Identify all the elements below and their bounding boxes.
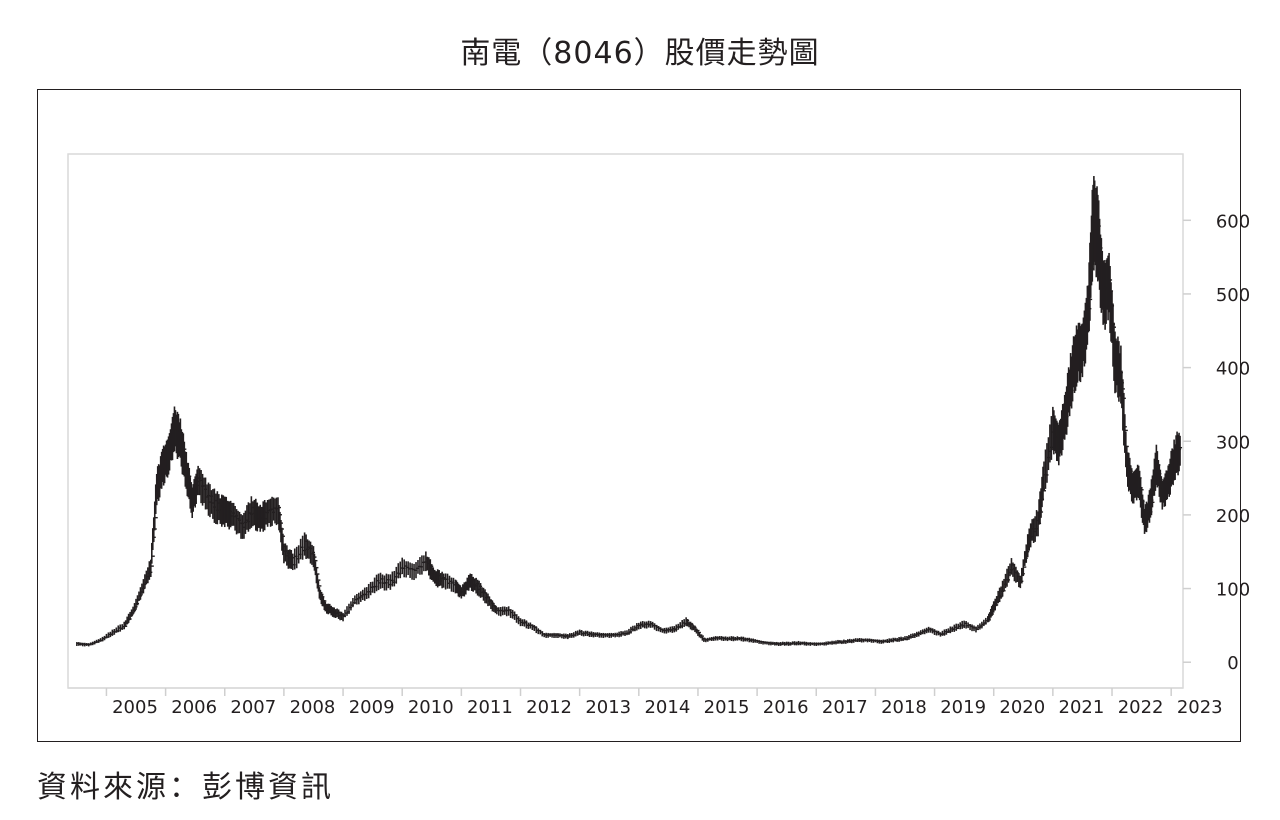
chart-frame (37, 89, 1241, 742)
x-tick-label: 2009 (349, 697, 395, 718)
y-tick-label: 100 (1216, 580, 1250, 601)
x-tick-label: 2016 (763, 697, 809, 718)
plot-area-border (67, 153, 1184, 689)
source-note: 資料來源：彭博資訊 (37, 770, 334, 805)
x-tick-label: 2022 (1118, 697, 1164, 718)
x-tick-label: 2023 (1177, 697, 1223, 718)
x-tick-label: 2019 (940, 697, 986, 718)
y-tick-label: 0 (1227, 653, 1238, 674)
x-tick-label: 2013 (585, 697, 631, 718)
chart-title: 南電（8046）股價走勢圖 (460, 36, 820, 71)
x-tick-label: 2005 (112, 697, 158, 718)
y-axis: 0 100 200 300 400 500 600 (1183, 211, 1250, 674)
y-tick-label: 400 (1216, 359, 1250, 380)
x-tick-label: 2021 (1059, 697, 1105, 718)
y-tick-label: 600 (1216, 211, 1250, 232)
x-tick-label: 2010 (408, 697, 454, 718)
y-tick-label: 500 (1216, 285, 1250, 306)
x-axis: 2005 2006 2007 2008 2009 2010 2011 2012 2013 2014… (105, 688, 1223, 718)
x-tick-label: 2015 (704, 697, 750, 718)
price-series (76, 176, 1183, 647)
x-tick-label: 2012 (526, 697, 572, 718)
y-tick-label: 300 (1216, 432, 1250, 453)
x-tick-label: 2006 (171, 697, 217, 718)
x-tick-label: 2014 (644, 697, 690, 718)
x-tick-label: 2008 (290, 697, 336, 718)
x-tick-label: 2018 (881, 697, 927, 718)
y-tick-label: 200 (1216, 506, 1250, 527)
x-tick-label: 2007 (230, 697, 276, 718)
x-tick-label: 2017 (822, 697, 868, 718)
x-tick-label: 2020 (999, 697, 1045, 718)
x-tick-label: 2011 (467, 697, 513, 718)
